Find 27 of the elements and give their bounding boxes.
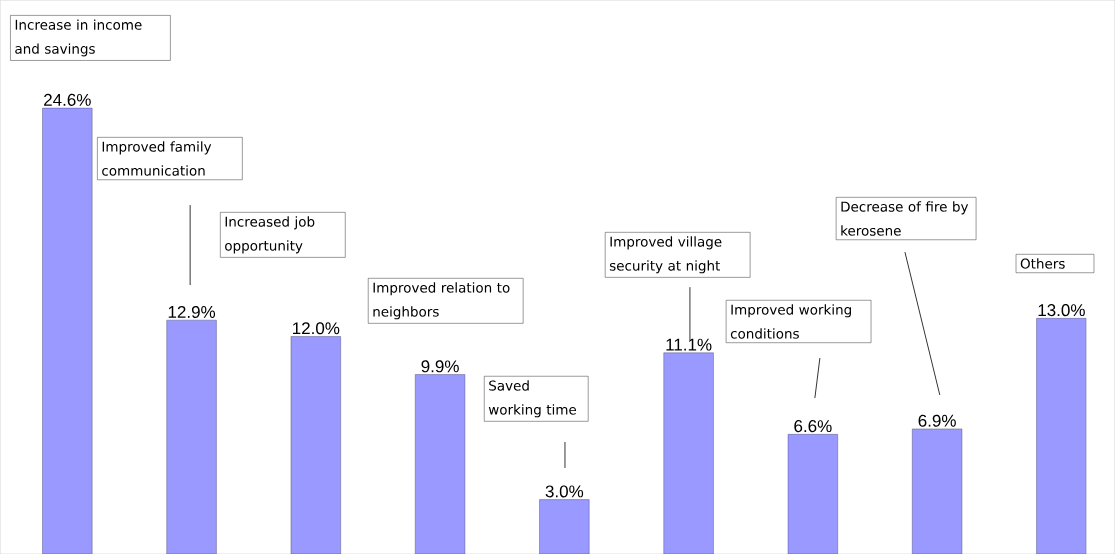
data-label: 3.0% [545, 485, 584, 498]
bar [166, 319, 217, 554]
annotation: Improved family communication [102, 141, 212, 176]
bar [663, 352, 714, 554]
data-label: 13.0% [1038, 304, 1085, 317]
data-label: 6.9% [918, 414, 956, 427]
bar [290, 336, 341, 554]
annotation: Decrease of fire by kerosene [841, 201, 969, 236]
bar [42, 107, 93, 554]
annotation: Increased job opportunity [225, 216, 315, 254]
text: Increase in income and savings [15, 19, 142, 57]
bar [539, 499, 590, 554]
bar [787, 434, 838, 554]
data-label: 6.6% [794, 420, 832, 433]
bar [415, 374, 466, 554]
data-label: 12.0% [293, 322, 340, 335]
annotation: Others [1020, 258, 1065, 269]
bar [912, 428, 963, 554]
annotation: Improved relation to neighbors [373, 282, 510, 320]
annotation: Saved working time [488, 380, 577, 418]
bar [1036, 318, 1087, 554]
data-label: 12.9% [168, 305, 216, 318]
annotation: Improved village security at night [609, 236, 722, 274]
data-label: 24.6% [44, 93, 91, 106]
annotation: Improved working conditions [730, 304, 851, 339]
data-label: 9.9% [421, 360, 459, 373]
data-label: 11.1% [666, 338, 712, 351]
